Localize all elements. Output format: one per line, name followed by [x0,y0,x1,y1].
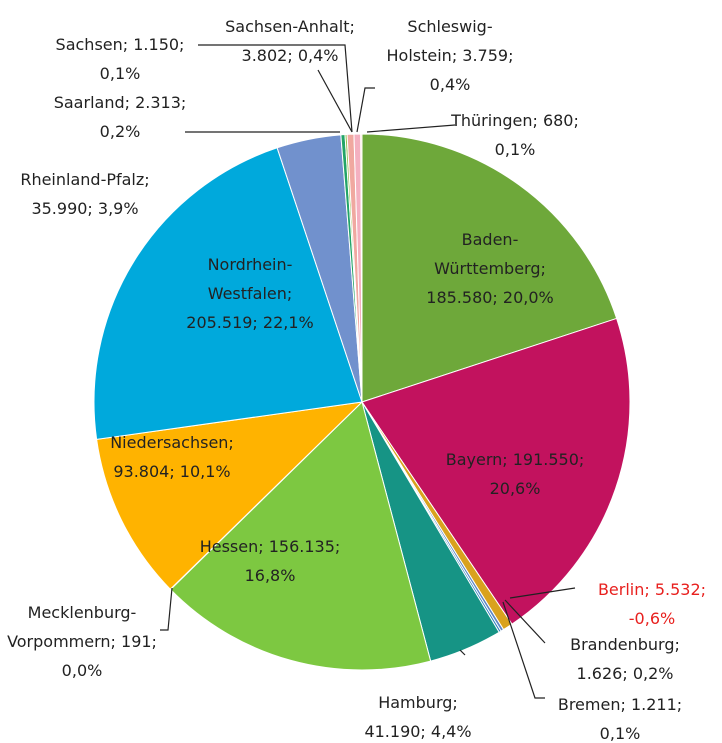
value-label: ; 680; 0,1% [494,111,579,159]
category-name: Rheinland-Pfalz [20,170,145,189]
category-name: Sachsen-Anhalt [225,17,350,36]
value-label: ; 41.190; 4,4% [364,693,472,741]
data-label: Thüringen; 680; 0,1% [450,106,580,164]
category-name: Niedersachsen [110,433,229,452]
category-name: Saarland [53,93,125,112]
category-name: Thüringen [451,111,533,130]
value-label: ; 191.550; 20,6% [489,450,585,498]
data-label: Berlin; 5.532; -0,6% [582,575,722,633]
value-label: ; 205.519; 22,1% [186,284,314,332]
value-label: ; 185.580; 20,0% [426,259,554,307]
pie-slice [361,133,618,403]
category-name: Sachsen [55,35,123,54]
category-name: Berlin [597,580,645,599]
data-label: Saarland; 2.313; 0,2% [50,88,190,146]
pie-slice [96,401,364,590]
category-name: Baden-Württemberg [434,230,541,278]
value-label: ; 156.135; 16,8% [244,537,341,585]
category-name: Hessen [199,537,259,556]
data-label: Mecklenburg-Vorpommern; 191; 0,0% [0,598,167,685]
data-label: Bremen; 1.211; 0,1% [545,690,695,743]
data-label: Hamburg; 41.190; 4,4% [358,688,478,743]
data-label: Schleswig-Holstein; 3.759; 0,4% [380,12,520,99]
data-label: Niedersachsen; 93.804; 10,1% [92,428,252,486]
leader-lines [160,44,576,699]
pie-slice [169,401,432,671]
pie-slice [93,147,363,440]
data-label: Sachsen-Anhalt; 3.802; 0,4% [220,12,360,70]
data-label: Brandenburg; 1.626; 0,2% [550,630,700,688]
category-name: Bayern [445,450,503,469]
value-label: ; 2.313; 0,2% [99,93,187,141]
category-name: Schleswig-Holstein [386,17,493,65]
data-label: Sachsen; 1.150; 0,1% [40,30,200,88]
category-name: Nordrhein-Westfalen [207,255,293,303]
pie-slice [360,133,363,403]
value-label: ; 3.759; 0,4% [429,46,514,94]
data-label: Bayern; 191.550; 20,6% [440,445,590,503]
data-label: Nordrhein-Westfalen; 205.519; 22,1% [175,250,325,337]
value-label: ; 35.990; 3,9% [31,170,150,218]
data-label: Rheinland-Pfalz; 35.990; 3,9% [10,165,160,223]
value-label: ; 93.804; 10,1% [113,433,234,481]
data-label: Baden-Württemberg; 185.580; 20,0% [415,225,565,312]
value-label: ; 1.211; 0,1% [599,695,683,743]
data-label: Hessen; 156.135; 16,8% [185,532,355,590]
value-label: ; 1.150; 0,1% [99,35,185,83]
category-name: Hamburg [378,693,453,712]
pie-slice [361,317,631,625]
category-name: Brandenburg [570,635,675,654]
value-label: ; 1.626; 0,2% [576,635,680,683]
category-name: Bremen [557,695,621,714]
value-label: ; 191; 0,0% [61,632,157,680]
value-label: ; 5.532; -0,6% [628,580,707,628]
value-label: ; 3.802; 0,4% [241,17,355,65]
category-name: Mecklenburg-Vorpommern [7,603,137,651]
